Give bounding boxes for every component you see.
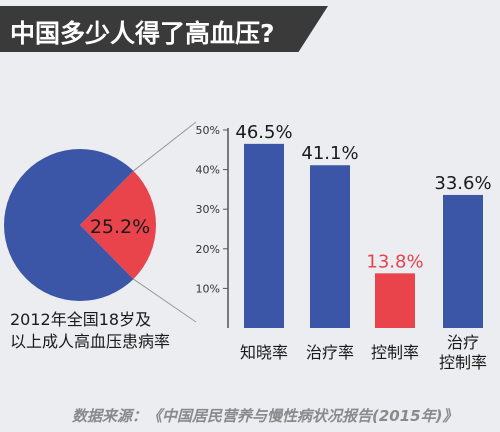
connector-line-bottom [133, 278, 197, 323]
pie-to-bar-connector [133, 121, 197, 323]
bar [310, 165, 350, 328]
pie-caption-line: 以上成人高血压患病率 [10, 332, 170, 351]
category-label: 控制率 [439, 353, 487, 372]
pie-slice-rest [4, 149, 134, 302]
pie-value-label: 25.2% [90, 216, 150, 238]
page-title: 中国多少人得了高血压? [10, 19, 275, 48]
y-tick-label: 10% [196, 282, 220, 295]
category-label: 控制率 [371, 343, 419, 362]
bar-value-label: 41.1% [301, 143, 358, 164]
category-label: 治疗 [447, 333, 479, 352]
pie-caption-line: 2012年全国18岁及 [10, 310, 151, 329]
y-tick-label: 20% [196, 243, 220, 256]
bar-value-label: 13.8% [366, 251, 423, 272]
title-banner: 中国多少人得了高血压? [0, 6, 328, 52]
pie-slice-highlight [80, 170, 156, 280]
bar [244, 143, 284, 328]
connector-line-top [133, 121, 197, 172]
data-source-note: 数据来源：《中国居民营养与慢性病状况报告(2015年)》 [72, 407, 458, 425]
bar-value-label: 46.5% [235, 122, 292, 143]
y-tick-label: 40% [196, 164, 220, 177]
y-tick-label: 50% [196, 124, 220, 137]
bar [375, 273, 415, 328]
category-label: 治疗率 [306, 343, 354, 362]
category-label: 知晓率 [240, 343, 288, 362]
bar-value-label: 33.6% [434, 173, 491, 194]
bar-chart: 10% 20% 30% 40% 50% 46.5% 知晓率 41.1% 治疗率 13.8% 控制率 3… [196, 122, 492, 372]
y-tick-label: 30% [196, 203, 220, 216]
bar [443, 194, 483, 328]
